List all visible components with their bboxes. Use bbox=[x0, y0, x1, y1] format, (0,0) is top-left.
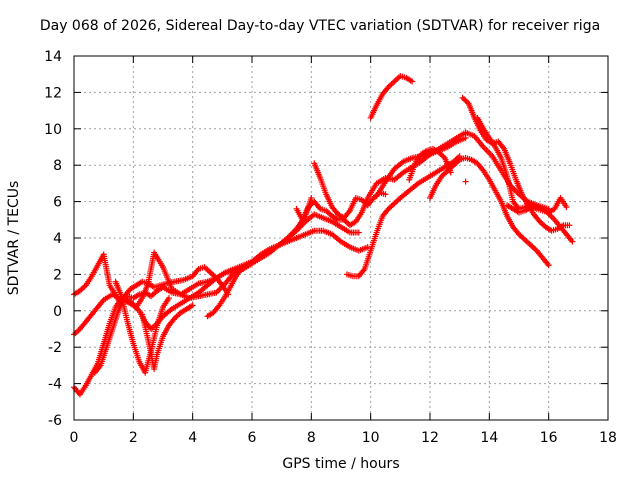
data-point bbox=[165, 295, 172, 302]
x-tick-label: 4 bbox=[188, 430, 197, 446]
y-tick-label: 8 bbox=[53, 158, 62, 174]
data-point bbox=[527, 242, 534, 249]
data-point bbox=[391, 78, 398, 85]
data-point bbox=[462, 134, 469, 141]
y-axis-label: SDTVAR / TECUs bbox=[6, 180, 22, 296]
data-point bbox=[326, 210, 333, 217]
data-point bbox=[389, 201, 396, 208]
x-axis-label: GPS time / hours bbox=[282, 456, 400, 472]
data-point bbox=[79, 285, 86, 292]
data-point bbox=[189, 302, 196, 309]
data-point bbox=[392, 199, 399, 206]
data-point bbox=[382, 191, 389, 198]
data-point bbox=[530, 245, 537, 252]
x-tick-label: 0 bbox=[70, 430, 79, 446]
ticks-layer bbox=[73, 55, 609, 421]
data-point bbox=[545, 205, 552, 212]
data-point bbox=[149, 291, 156, 298]
data-point bbox=[462, 97, 469, 104]
data-point bbox=[459, 94, 466, 101]
x-tick-labels: 0 2 4 6 8 10 12 14 16 18 bbox=[70, 430, 617, 446]
data-point bbox=[518, 234, 525, 241]
y-tick-label: 12 bbox=[44, 85, 62, 101]
x-tick-label: 16 bbox=[540, 430, 558, 446]
x-tick-label: 6 bbox=[248, 430, 257, 446]
data-point bbox=[563, 204, 570, 211]
data-point bbox=[395, 74, 402, 81]
data-points-layer bbox=[71, 73, 576, 398]
data-point bbox=[539, 221, 546, 228]
data-point bbox=[520, 235, 527, 242]
data-point bbox=[461, 96, 468, 103]
y-tick-labels: -6 -4 -2 0 2 4 6 8 10 12 14 bbox=[44, 49, 62, 429]
data-point bbox=[203, 265, 210, 272]
data-point bbox=[308, 194, 315, 201]
data-point bbox=[569, 238, 576, 245]
data-point bbox=[524, 239, 531, 246]
data-point bbox=[441, 170, 448, 177]
y-tick-label: 10 bbox=[44, 122, 62, 138]
y-tick-label: 2 bbox=[53, 267, 62, 283]
data-point bbox=[523, 238, 530, 245]
x-tick-label: 2 bbox=[129, 430, 138, 446]
data-point bbox=[392, 77, 399, 84]
y-tick-label: -4 bbox=[48, 377, 62, 393]
data-point bbox=[526, 240, 533, 247]
data-point bbox=[521, 236, 528, 243]
y-tick-label: 4 bbox=[53, 231, 62, 247]
data-point bbox=[205, 268, 212, 275]
data-point bbox=[438, 152, 445, 159]
chart-title: Day 068 of 2026, Sidereal Day-to-day VTE… bbox=[39, 18, 601, 34]
data-point bbox=[391, 200, 398, 207]
data-point bbox=[388, 203, 395, 210]
data-point bbox=[545, 262, 552, 269]
data-point bbox=[409, 78, 416, 85]
data-point bbox=[174, 312, 181, 319]
x-tick-label: 14 bbox=[480, 430, 498, 446]
data-point bbox=[394, 197, 401, 204]
y-tick-label: 14 bbox=[44, 49, 62, 65]
data-point bbox=[462, 178, 469, 185]
data-point bbox=[529, 243, 536, 250]
x-tick-label: 8 bbox=[307, 430, 316, 446]
data-point bbox=[389, 79, 396, 86]
data-point bbox=[73, 328, 80, 335]
data-point bbox=[566, 222, 573, 229]
x-tick-label: 18 bbox=[599, 430, 617, 446]
data-point bbox=[72, 330, 79, 337]
y-tick-label: -6 bbox=[48, 413, 62, 429]
data-point bbox=[355, 229, 362, 236]
data-point bbox=[207, 269, 214, 276]
data-point bbox=[240, 264, 247, 271]
y-tick-label: -2 bbox=[48, 340, 62, 356]
x-tick-label: 12 bbox=[421, 430, 439, 446]
y-tick-label: 0 bbox=[53, 304, 62, 320]
x-tick-label: 10 bbox=[362, 430, 380, 446]
y-tick-label: 6 bbox=[53, 195, 62, 211]
data-point bbox=[388, 81, 395, 88]
